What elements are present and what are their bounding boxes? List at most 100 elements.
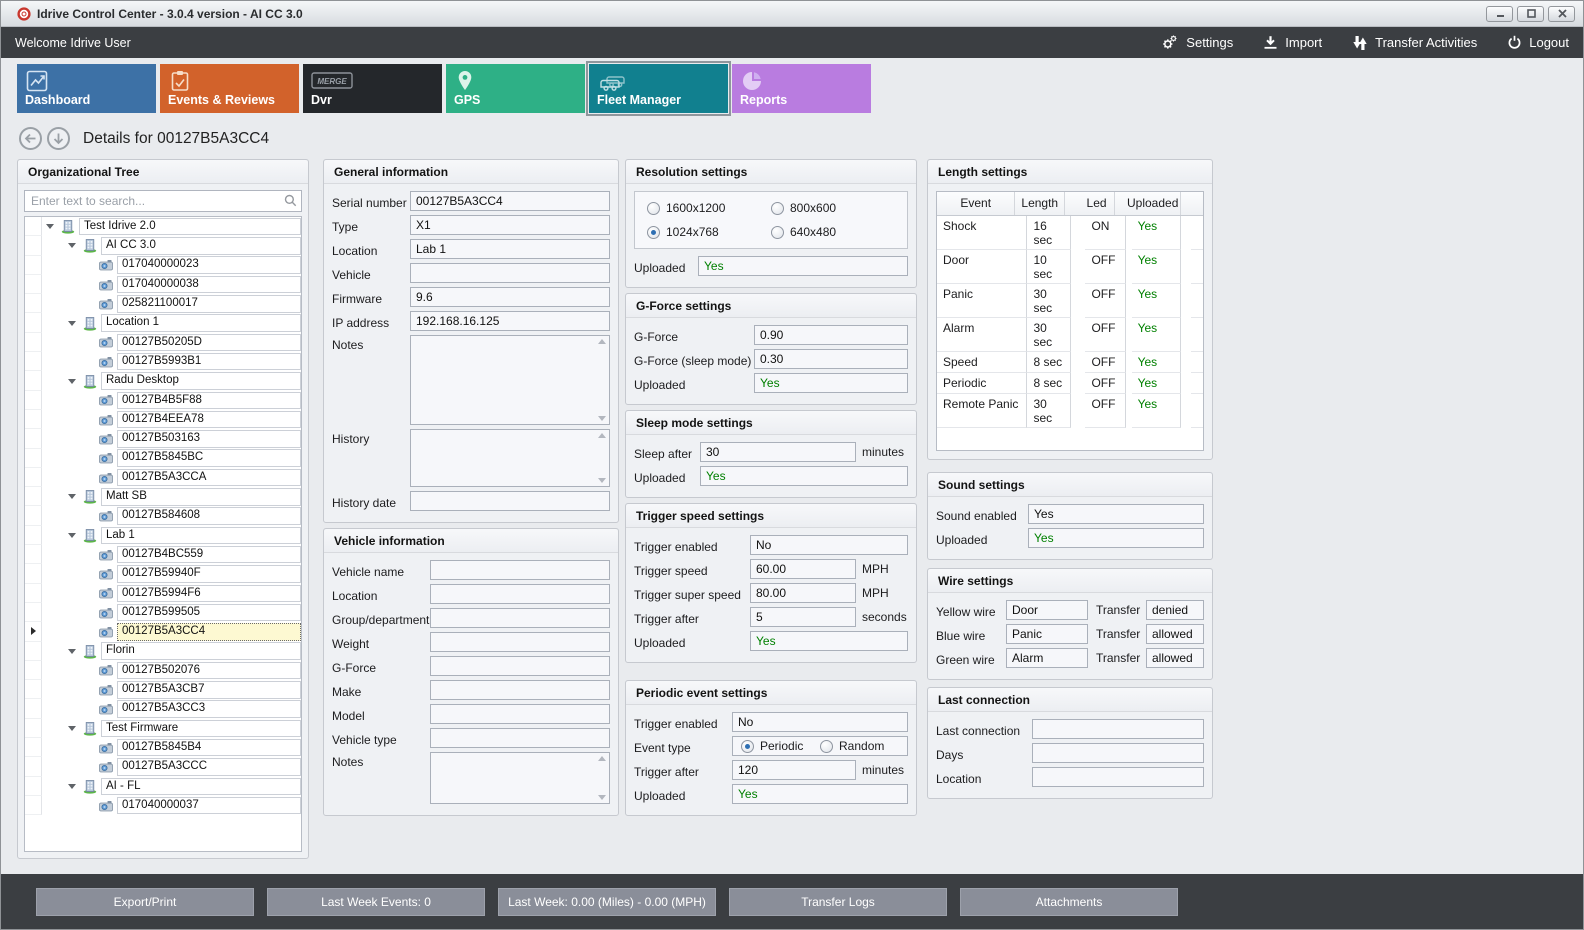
tree-node-test-firmware[interactable]: Test Firmware [25,718,301,739]
firmware-field[interactable]: 9.6 [410,287,610,307]
tree-node-00127b503163[interactable]: 00127B503163 [25,429,301,449]
tree-node-00127b5a3cb7[interactable]: 00127B5A3CB7 [25,680,301,700]
640x480-radio[interactable]: 640x480 [771,225,895,239]
close-button[interactable] [1548,5,1575,22]
notes-textarea[interactable] [430,752,610,804]
tree-node-lab-1[interactable]: Lab 1 [25,525,301,546]
weight-field[interactable] [430,632,610,652]
settings-button[interactable]: Settings [1161,34,1233,51]
tree-node-00127b4eea78[interactable]: 00127B4EEA78 [25,409,301,430]
tab-events-reviews[interactable]: Events & Reviews [160,64,299,113]
table-row[interactable]: Remote Panic 30 sec OFF Yes [937,394,1203,428]
blue-wire-field[interactable]: Panic [1006,624,1088,644]
vehicle-name-field[interactable] [430,560,610,580]
make-field[interactable] [430,680,610,700]
tab-dashboard[interactable]: Dashboard [17,64,156,113]
scroll-up-icon[interactable] [598,756,606,761]
expand-arrow-icon[interactable] [68,320,76,326]
model-field[interactable] [430,704,610,724]
tree-node-ai-fl[interactable]: AI - FL [25,776,301,796]
notes-textarea[interactable] [410,335,610,425]
tree-node-test-idrive-2-0[interactable]: Test Idrive 2.0 [25,217,301,237]
expand-arrow-icon[interactable] [68,494,76,500]
maximize-button[interactable] [1517,5,1544,22]
tree-node-00127b5845bc[interactable]: 00127B5845BC [25,448,301,468]
scroll-up-icon[interactable] [598,339,606,344]
location-field[interactable] [430,584,610,604]
tree-node-ai-cc-3-0[interactable]: AI CC 3.0 [25,236,301,256]
search-icon[interactable] [284,194,297,207]
minimize-button[interactable] [1486,5,1513,22]
tree-node-00127b599505[interactable]: 00127B599505 [25,602,301,623]
tree-node-00127b5993b1[interactable]: 00127B5993B1 [25,352,301,372]
scroll-down-icon[interactable] [598,478,606,483]
expand-arrow-icon[interactable] [68,378,76,384]
type-field[interactable]: X1 [410,215,610,235]
serial-number-field[interactable]: 00127B5A3CC4 [410,191,610,211]
tree-node-00127b5994f6[interactable]: 00127B5994F6 [25,583,301,603]
g-force-field[interactable] [430,656,610,676]
tree-node-00127b59940f[interactable]: 00127B59940F [25,564,301,584]
history-date-field[interactable] [410,491,610,511]
uploaded-field[interactable]: Yes [750,631,908,651]
tree-node-025821100017[interactable]: 025821100017 [25,294,301,314]
tab-gps[interactable]: GPS [446,64,585,113]
logout-button[interactable]: Logout [1507,35,1569,50]
import-button[interactable]: Import [1263,35,1322,50]
sound-enabled-field[interactable]: Yes [1028,504,1204,524]
vehicle-field[interactable] [410,263,610,283]
search-input[interactable] [24,190,302,212]
last-week-events-button[interactable]: Last Week Events: 0 [267,887,485,916]
trigger-speed-field[interactable]: 60.00 [750,559,856,579]
download-button[interactable] [47,127,70,150]
scroll-down-icon[interactable] [598,795,606,800]
expand-arrow-icon[interactable] [68,725,76,731]
yellow-wire-field[interactable]: Door [1006,600,1088,620]
location-field[interactable]: Lab 1 [410,239,610,259]
scroll-up-icon[interactable] [598,433,606,438]
group-department-field[interactable] [430,608,610,628]
tab-dvr[interactable]: MERGE Dvr [303,64,442,113]
expand-arrow-icon[interactable] [68,783,76,789]
tab-fleet-manager[interactable]: Fleet Manager [586,61,731,116]
tree-node-00127b584608[interactable]: 00127B584608 [25,506,301,526]
uploaded-field[interactable]: Yes [732,784,908,804]
expand-arrow-icon[interactable] [68,648,76,654]
uploaded-field[interactable]: Yes [754,373,908,393]
tree-node-00127b4bc559[interactable]: 00127B4BC559 [25,545,301,565]
1600x1200-radio[interactable]: 1600x1200 [647,201,771,215]
periodic-radio[interactable]: Periodic [741,739,820,753]
trigger-enabled-field[interactable]: No [750,535,908,555]
trigger-after-field[interactable]: 5 [750,607,856,627]
trigger-enabled-field[interactable]: No [732,712,908,732]
tree-node-00127b50205d[interactable]: 00127B50205D [25,332,301,353]
tree-node-00127b5a3cca[interactable]: 00127B5A3CCA [25,467,301,488]
column-header-event[interactable]: Event [937,192,1016,215]
tree-node-017040000037[interactable]: 017040000037 [25,795,301,816]
table-row[interactable]: Alarm 30 sec OFF Yes [937,318,1203,352]
random-radio[interactable]: Random [820,739,899,753]
tree-node-017040000038[interactable]: 017040000038 [25,274,301,295]
table-row[interactable]: Speed 8 sec OFF Yes [937,352,1203,373]
g-force-field[interactable]: 0.90 [754,325,908,345]
table-row[interactable]: Panic 30 sec OFF Yes [937,284,1203,318]
tree-node-00127b5845b4[interactable]: 00127B5845B4 [25,738,301,758]
tree-node-017040000023[interactable]: 017040000023 [25,255,301,275]
expand-arrow-icon[interactable] [68,532,76,538]
uploaded-field[interactable]: Yes [1028,528,1204,548]
green-wire-field[interactable]: Alarm [1006,648,1088,668]
vehicle-type-field[interactable] [430,728,610,748]
ip-address-field[interactable]: 192.168.16.125 [410,311,610,331]
green-wire-transfer-field[interactable]: allowed [1146,648,1204,668]
attachments-button[interactable]: Attachments [960,887,1178,916]
table-row[interactable]: Door 10 sec OFF Yes [937,250,1203,284]
tree-node-00127b502076[interactable]: 00127B502076 [25,660,301,681]
history-textarea[interactable] [410,429,610,487]
blue-wire-transfer-field[interactable]: allowed [1146,624,1204,644]
expand-arrow-icon[interactable] [46,224,54,230]
g-force-sleep-mode-field[interactable]: 0.30 [754,349,908,369]
tree-node-00127b5a3ccc[interactable]: 00127B5A3CCC [25,757,301,777]
tree-node-matt-sb[interactable]: Matt SB [25,487,301,507]
tree-node-00127b5a3cc3[interactable]: 00127B5A3CC3 [25,699,301,719]
800x600-radio[interactable]: 800x600 [771,201,895,215]
